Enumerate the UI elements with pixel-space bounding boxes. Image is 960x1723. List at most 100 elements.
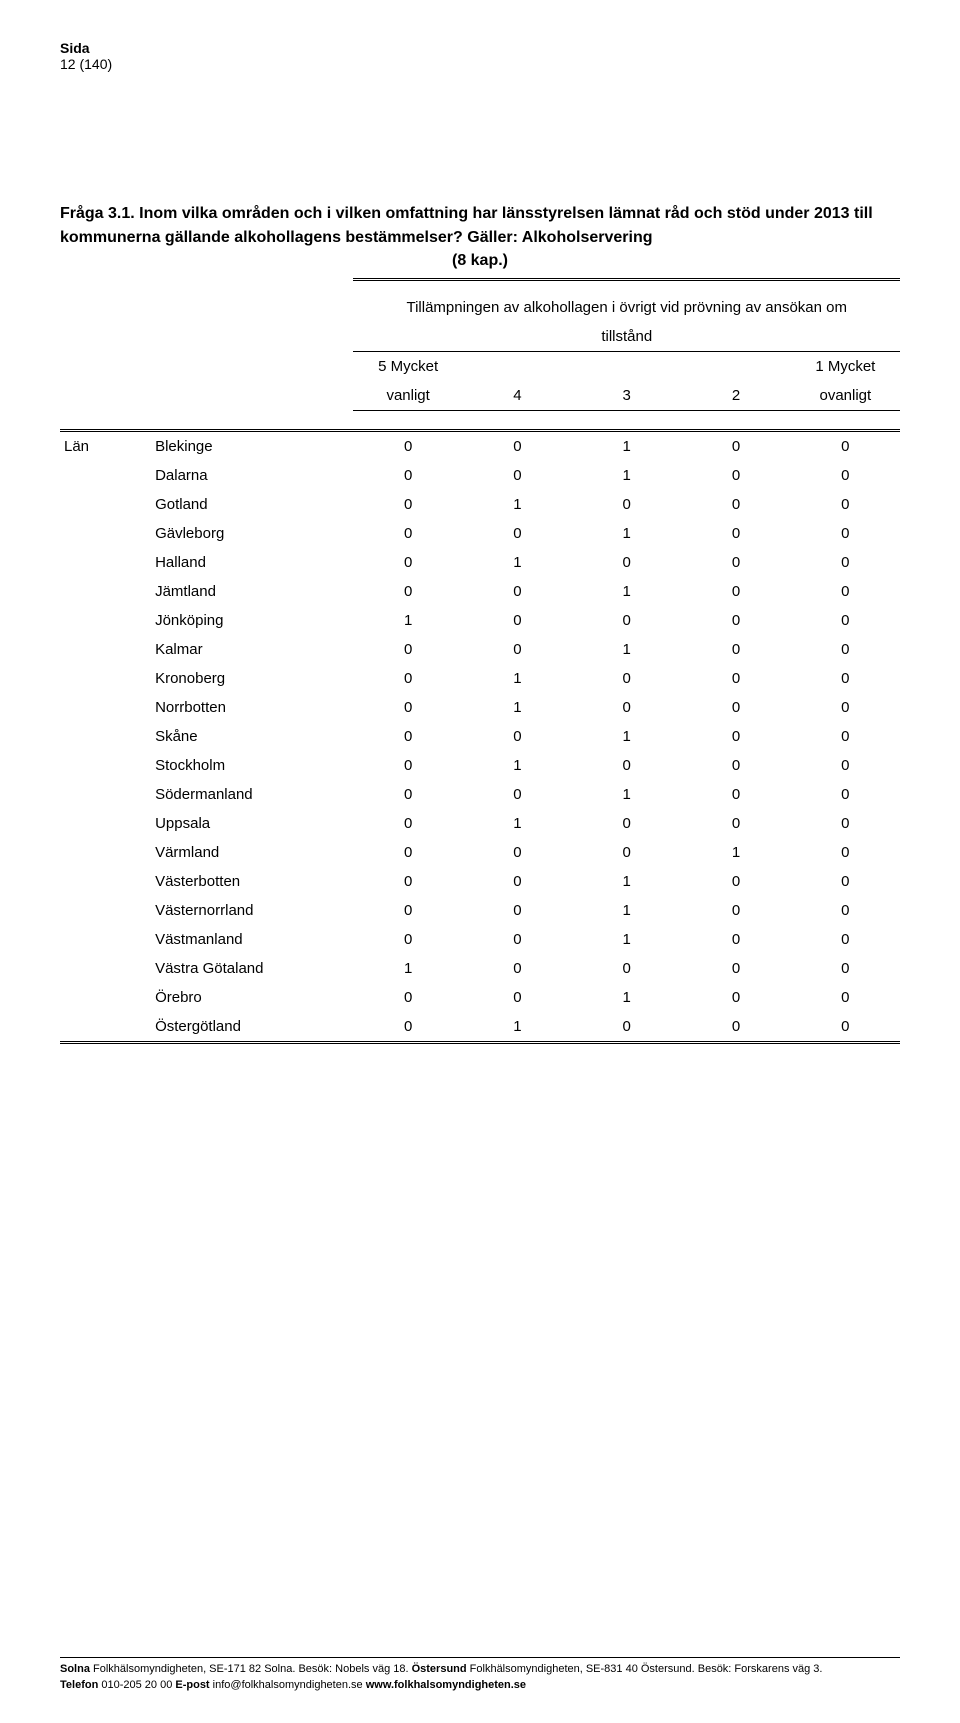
cell-value: 0	[463, 722, 572, 751]
footer-text: 010-205 20 00	[98, 1679, 175, 1691]
cell-value: 0	[463, 432, 572, 461]
footer-text: info@folkhalsomyndigheten.se	[210, 1679, 366, 1691]
cell-value: 0	[353, 809, 462, 838]
cell-value: 0	[681, 693, 790, 722]
table-row: Kalmar00100	[60, 635, 900, 664]
table-row: Östergötland01000	[60, 1012, 900, 1041]
cell-value: 0	[463, 896, 572, 925]
page-number: 12 (140)	[60, 56, 900, 72]
row-name: Stockholm	[151, 751, 353, 780]
row-name: Kronoberg	[151, 664, 353, 693]
cell-value: 0	[353, 432, 462, 461]
cell-value: 0	[681, 548, 790, 577]
table-row: Kronoberg01000	[60, 664, 900, 693]
cell-value: 0	[791, 722, 900, 751]
group-label-cell	[60, 751, 151, 780]
cell-value: 0	[572, 954, 681, 983]
group-label-cell	[60, 519, 151, 548]
question-body: Inom vilka områden och i vilken omfattni…	[60, 205, 873, 246]
cell-value: 1	[572, 519, 681, 548]
cell-value: 0	[791, 635, 900, 664]
row-name: Gävleborg	[151, 519, 353, 548]
footer-telefon-label: Telefon	[60, 1679, 98, 1691]
cell-value: 1	[572, 867, 681, 896]
question-block: Fråga 3.1. Inom vilka områden och i vilk…	[60, 202, 900, 270]
question-subtext: (8 kap.)	[60, 252, 900, 270]
row-name: Uppsala	[151, 809, 353, 838]
col-header-1-bot: vanligt	[353, 381, 462, 411]
cell-value: 0	[791, 432, 900, 461]
cell-value: 0	[791, 809, 900, 838]
row-name: Jämtland	[151, 577, 353, 606]
table-row: Västerbotten00100	[60, 867, 900, 896]
group-label-cell	[60, 461, 151, 490]
cell-value: 1	[572, 432, 681, 461]
cell-value: 0	[572, 664, 681, 693]
cell-value: 1	[463, 664, 572, 693]
table-row: Västernorrland00100	[60, 896, 900, 925]
row-name: Västernorrland	[151, 896, 353, 925]
cell-value: 0	[791, 896, 900, 925]
cell-value: 0	[463, 983, 572, 1012]
cell-value: 0	[681, 780, 790, 809]
cell-value: 0	[353, 751, 462, 780]
row-name: Jönköping	[151, 606, 353, 635]
group-label-cell	[60, 838, 151, 867]
cell-value: 0	[791, 751, 900, 780]
group-label-cell	[60, 983, 151, 1012]
cell-value: 0	[791, 1012, 900, 1041]
cell-value: 0	[353, 722, 462, 751]
footer-solna-label: Solna	[60, 1663, 90, 1675]
footer-ostersund-label: Östersund	[412, 1663, 467, 1675]
cell-value: 0	[681, 664, 790, 693]
cell-value: 0	[791, 983, 900, 1012]
row-name: Värmland	[151, 838, 353, 867]
cell-value: 0	[463, 838, 572, 867]
cell-value: 1	[353, 606, 462, 635]
group-label-cell	[60, 954, 151, 983]
cell-value: 1	[463, 1012, 572, 1041]
cell-value: 0	[681, 519, 790, 548]
table-row: Halland01000	[60, 548, 900, 577]
cell-value: 1	[463, 809, 572, 838]
cell-value: 0	[353, 490, 462, 519]
cell-value: 0	[791, 867, 900, 896]
group-label-cell	[60, 1012, 151, 1041]
table-row: Stockholm01000	[60, 751, 900, 780]
table-row: Södermanland00100	[60, 780, 900, 809]
cell-value: 0	[681, 954, 790, 983]
cell-value: 0	[681, 722, 790, 751]
cell-value: 0	[681, 1012, 790, 1041]
cell-value: 0	[572, 548, 681, 577]
cell-value: 0	[681, 983, 790, 1012]
footer-text: Folkhälsomyndigheten, SE-831 40 Östersun…	[467, 1663, 823, 1675]
cell-value: 0	[463, 925, 572, 954]
table-super-header-2: tillstånd	[353, 322, 900, 352]
col-header-1-top: 5 Mycket	[353, 352, 462, 382]
cell-value: 0	[353, 925, 462, 954]
row-name: Västra Götaland	[151, 954, 353, 983]
data-table: Tillämpningen av alkohollagen i övrigt v…	[60, 278, 900, 1044]
group-label-cell	[60, 577, 151, 606]
cell-value: 0	[572, 751, 681, 780]
col-header-5-bot: ovanligt	[791, 381, 900, 411]
cell-value: 0	[681, 432, 790, 461]
table-row: Dalarna00100	[60, 461, 900, 490]
header-label: Sida	[60, 40, 900, 56]
group-label-cell	[60, 867, 151, 896]
table-row: Norrbotten01000	[60, 693, 900, 722]
cell-value: 0	[681, 635, 790, 664]
cell-value: 0	[791, 838, 900, 867]
cell-value: 1	[572, 925, 681, 954]
cell-value: 0	[681, 461, 790, 490]
cell-value: 1	[353, 954, 462, 983]
cell-value: 1	[572, 896, 681, 925]
cell-value: 0	[791, 954, 900, 983]
cell-value: 0	[791, 780, 900, 809]
cell-value: 0	[353, 838, 462, 867]
cell-value: 0	[791, 577, 900, 606]
cell-value: 0	[681, 867, 790, 896]
cell-value: 1	[463, 548, 572, 577]
cell-value: 1	[572, 983, 681, 1012]
cell-value: 1	[463, 490, 572, 519]
